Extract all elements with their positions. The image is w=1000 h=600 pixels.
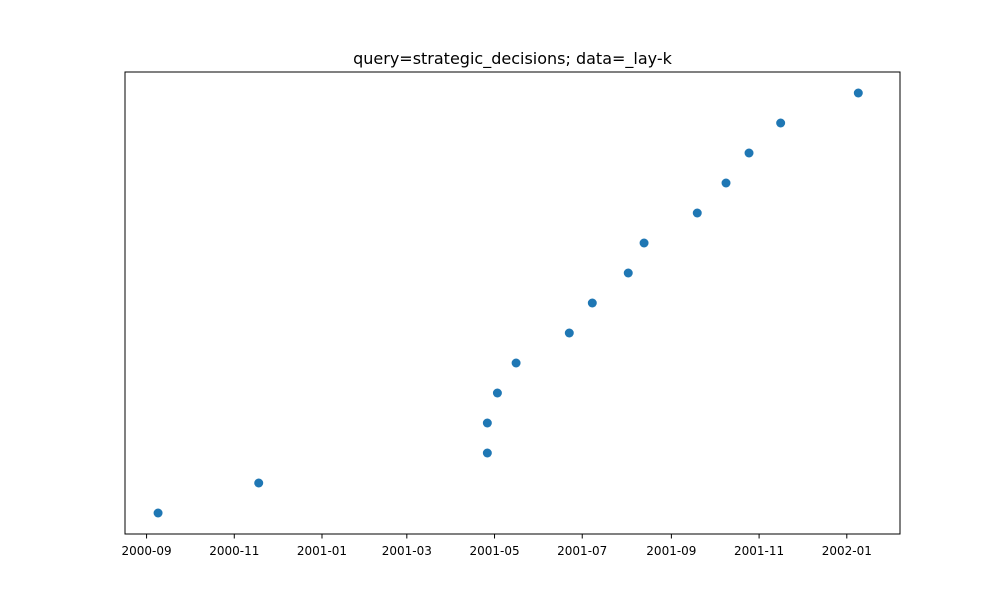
data-point: [744, 148, 754, 158]
data-point: [853, 88, 863, 98]
data-point: [692, 208, 702, 218]
x-tick-label: 2001-09: [646, 544, 696, 558]
data-point: [254, 478, 264, 488]
data-point: [721, 178, 731, 188]
x-tick-label: 2001-03: [382, 544, 432, 558]
chart-title: query=strategic_decisions; data=_lay-k: [353, 49, 673, 69]
x-tick-label: 2001-11: [734, 544, 784, 558]
x-tick-label: 2001-01: [297, 544, 347, 558]
data-point: [482, 448, 492, 458]
x-tick-label: 2000-11: [209, 544, 259, 558]
data-point: [587, 298, 597, 308]
plot-area-frame: [124, 71, 901, 535]
x-tick-label: 2001-07: [557, 544, 607, 558]
data-point: [564, 328, 574, 338]
data-point: [639, 238, 649, 248]
data-point: [511, 358, 521, 368]
x-tick-label: 2001-05: [469, 544, 519, 558]
data-point: [492, 388, 502, 398]
data-points: [153, 88, 863, 518]
x-axis: 2000-09 2000-11 2001-01 2001-03 2001-05 2001-…: [121, 534, 872, 558]
data-point: [482, 418, 492, 428]
data-point: [623, 268, 633, 278]
data-point: [776, 118, 786, 128]
x-tick-label: 2002-01: [822, 544, 872, 558]
data-point: [153, 508, 163, 518]
x-tick-label: 2000-09: [121, 544, 171, 558]
